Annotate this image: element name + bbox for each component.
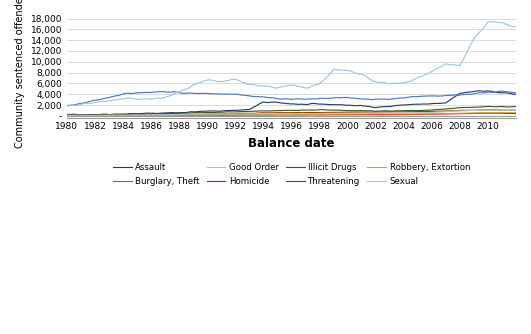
Threatening (74, 114, 81, 118)
Illicit Drugs (250, 109, 256, 113)
Assault (513, 92, 519, 96)
Robbery, Extortion (513, 111, 519, 115)
Homicide (377, 113, 383, 117)
Homicide (64, 114, 70, 118)
Sexual (85, 114, 91, 118)
Homicide (302, 113, 309, 117)
Threatening (513, 108, 519, 112)
Good Order (490, 20, 496, 24)
Sexual (74, 113, 81, 117)
Assault (250, 106, 256, 110)
Burglary, Theft (362, 97, 369, 101)
Robbery, Extortion (75, 114, 82, 118)
Robbery, Extortion (377, 112, 383, 116)
Illicit Drugs (377, 109, 383, 113)
Good Order (513, 25, 519, 29)
Robbery, Extortion (105, 114, 111, 118)
Robbery, Extortion (302, 112, 309, 116)
Good Order (64, 104, 70, 108)
Illicit Drugs (513, 105, 519, 109)
Burglary, Theft (74, 102, 81, 106)
Assault (475, 89, 482, 93)
Assault (105, 113, 111, 117)
Legend: Assault, Burglary, Theft, Good Order, Homicide, Illicit Drugs, Threatening, Robb: Assault, Burglary, Theft, Good Order, Ho… (113, 163, 470, 186)
Good Order (105, 99, 111, 103)
Y-axis label: Community sentenced offenders: Community sentenced offenders (15, 0, 25, 148)
Sexual (302, 112, 309, 116)
Good Order (68, 104, 75, 108)
Threatening (301, 111, 307, 115)
Illicit Drugs (302, 108, 309, 112)
Threatening (362, 110, 369, 114)
Homicide (513, 112, 519, 116)
Illicit Drugs (485, 105, 491, 109)
Robbery, Extortion (73, 114, 80, 118)
Line: Threatening: Threatening (67, 110, 516, 116)
Robbery, Extortion (64, 114, 70, 118)
Burglary, Theft (513, 91, 519, 95)
Burglary, Theft (376, 97, 382, 101)
X-axis label: Balance date: Balance date (248, 137, 335, 150)
Good Order (363, 74, 370, 78)
Threatening (249, 111, 255, 115)
Homicide (71, 114, 77, 118)
Line: Robbery, Extortion: Robbery, Extortion (67, 113, 516, 116)
Assault (363, 104, 370, 108)
Sexual (513, 108, 519, 112)
Burglary, Theft (301, 97, 307, 101)
Burglary, Theft (64, 104, 70, 108)
Homicide (250, 113, 256, 117)
Line: Assault: Assault (67, 91, 516, 115)
Illicit Drugs (105, 113, 111, 117)
Good Order (250, 82, 256, 87)
Threatening (490, 108, 496, 112)
Line: Burglary, Theft: Burglary, Theft (67, 91, 516, 106)
Line: Homicide: Homicide (67, 113, 516, 116)
Burglary, Theft (249, 94, 255, 98)
Good Order (377, 80, 383, 84)
Sexual (363, 111, 370, 115)
Good Order (75, 103, 82, 107)
Good Order (302, 86, 309, 90)
Robbery, Extortion (486, 111, 492, 115)
Homicide (105, 114, 111, 118)
Sexual (64, 114, 70, 118)
Sexual (250, 112, 256, 116)
Line: Illicit Drugs: Illicit Drugs (67, 107, 516, 115)
Homicide (490, 111, 496, 115)
Burglary, Theft (104, 96, 110, 100)
Sexual (105, 113, 111, 117)
Burglary, Theft (499, 89, 505, 93)
Robbery, Extortion (250, 112, 256, 116)
Illicit Drugs (74, 113, 81, 117)
Assault (82, 113, 89, 117)
Threatening (376, 110, 382, 114)
Sexual (377, 111, 383, 115)
Threatening (64, 114, 70, 118)
Assault (377, 105, 383, 109)
Illicit Drugs (64, 113, 70, 117)
Robbery, Extortion (363, 112, 370, 116)
Line: Good Order: Good Order (67, 22, 516, 106)
Illicit Drugs (79, 113, 85, 117)
Assault (74, 113, 81, 117)
Sexual (507, 108, 513, 112)
Assault (302, 103, 309, 107)
Homicide (75, 114, 82, 118)
Homicide (363, 113, 370, 117)
Line: Sexual: Sexual (67, 110, 516, 116)
Illicit Drugs (363, 109, 370, 113)
Threatening (104, 114, 110, 118)
Assault (64, 113, 70, 117)
